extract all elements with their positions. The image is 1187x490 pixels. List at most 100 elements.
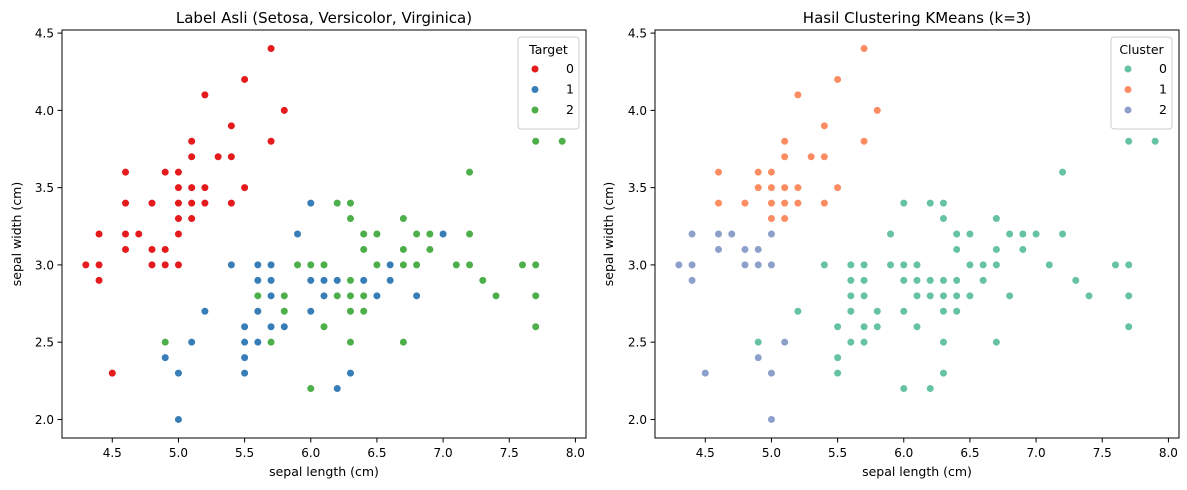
right-series-0-point bbox=[912, 260, 922, 270]
right-series-0-point bbox=[899, 260, 909, 270]
left-series-1-point bbox=[200, 306, 210, 316]
right-series-0-point bbox=[872, 306, 882, 316]
left-y-tick-label: 2.0 bbox=[35, 413, 54, 427]
right-series-2-point bbox=[767, 229, 776, 239]
left-series-1-point bbox=[319, 276, 329, 285]
right-legend-box bbox=[1110, 36, 1173, 130]
right-x-tick-label: 7.0 bbox=[1027, 446, 1046, 460]
right-series-0-point bbox=[925, 198, 935, 208]
left-series-1-point bbox=[266, 260, 276, 270]
right-x-tick-label: 5.5 bbox=[828, 446, 847, 460]
right-series-0-point bbox=[1005, 229, 1014, 239]
left-series-0-point bbox=[266, 44, 276, 53]
right-series-2-point bbox=[714, 245, 723, 254]
right-series-0-point bbox=[1124, 291, 1134, 301]
right-series-2-point bbox=[687, 260, 697, 270]
right-series-0-point bbox=[859, 260, 869, 270]
right-series-0-point bbox=[899, 384, 909, 393]
left-series-1-point bbox=[438, 229, 448, 239]
left-series-0-point bbox=[200, 90, 210, 100]
left-series-2-point bbox=[346, 291, 355, 301]
left-series-2-point bbox=[359, 306, 369, 316]
right-series-0-point bbox=[1005, 291, 1014, 301]
left-y-tick-label: 4.5 bbox=[35, 27, 54, 41]
left-series-2-point bbox=[332, 291, 342, 301]
left-series-2-point bbox=[399, 337, 408, 347]
left-series-0-point bbox=[187, 214, 196, 223]
left-x-tick-label: 7.5 bbox=[500, 446, 519, 460]
left-legend-label-2: 2 bbox=[566, 102, 574, 117]
left-x-tick-label: 5.5 bbox=[235, 446, 254, 460]
left-series-2-point bbox=[253, 291, 263, 301]
left-series-0-point bbox=[121, 245, 130, 254]
left-series-1-point bbox=[412, 291, 421, 301]
left-series-1-point bbox=[240, 368, 249, 378]
right-series-0-point bbox=[1071, 276, 1081, 285]
left-series-0-point bbox=[174, 198, 183, 208]
left-legend-entries: 0 1 2 bbox=[530, 61, 574, 117]
left-series-2-point bbox=[531, 322, 541, 332]
left-x-tick-label: 6.0 bbox=[301, 446, 320, 460]
left-x-tick-label: 5.0 bbox=[169, 446, 188, 460]
right-series-0-point bbox=[992, 260, 1001, 270]
left-series-2-point bbox=[306, 260, 316, 270]
left-series-2-point bbox=[425, 245, 435, 254]
left-x-axis-label: sepal length (cm) bbox=[269, 464, 379, 479]
right-y-tick-label: 3.5 bbox=[628, 181, 647, 195]
right-x-tick-label: 6.0 bbox=[894, 446, 913, 460]
right-series-0-point bbox=[846, 306, 856, 316]
left-series-2-point bbox=[346, 337, 355, 347]
right-series-0-point bbox=[939, 337, 948, 347]
right-series-2-point bbox=[780, 337, 789, 347]
right-series-2-point bbox=[687, 229, 697, 239]
right-series-0-point bbox=[899, 306, 909, 316]
right-series-1-point bbox=[859, 136, 869, 146]
left-series-1-point bbox=[227, 260, 236, 270]
left-series-0-point bbox=[147, 245, 157, 254]
right-y-tick-label: 2.5 bbox=[628, 336, 647, 350]
right-series-0-point bbox=[978, 260, 988, 270]
right-series-1-point bbox=[833, 183, 842, 192]
left-series-2-point bbox=[293, 260, 302, 270]
right-series-1-point bbox=[793, 198, 803, 208]
right-series-0-point bbox=[859, 337, 869, 347]
right-series-0-point bbox=[753, 337, 763, 347]
right-series-0-point bbox=[899, 198, 909, 208]
left-series-1-point bbox=[359, 276, 369, 285]
right-series-0-point bbox=[1124, 322, 1134, 332]
left-series-0-point bbox=[134, 229, 144, 239]
left-series-2-point bbox=[306, 384, 316, 393]
right-x-tick-label: 5.0 bbox=[762, 446, 781, 460]
right-series-1-point bbox=[806, 152, 816, 162]
left-y-tick-label: 3.5 bbox=[35, 181, 54, 195]
right-series-0-point bbox=[939, 276, 948, 285]
left-series-0-point bbox=[81, 260, 91, 270]
right-series-0-point bbox=[912, 291, 922, 301]
left-y-tick-label: 4.0 bbox=[35, 104, 54, 118]
right-scatter-plot: Hasil Clustering KMeans (k=3) 4.5 5.0 5.5 6… bbox=[601, 9, 1180, 479]
right-series-2-point bbox=[727, 229, 737, 239]
right-plot-title: Hasil Clustering KMeans (k=3) bbox=[803, 9, 1031, 27]
left-series-1-point bbox=[253, 276, 263, 285]
left-series-0-point bbox=[160, 260, 170, 270]
right-legend-marker-1 bbox=[1123, 85, 1133, 94]
right-series-1-point bbox=[767, 198, 776, 208]
left-series-2-point bbox=[412, 229, 421, 239]
right-series-2-point bbox=[767, 260, 776, 270]
right-series-0-point bbox=[952, 291, 961, 301]
left-series-0-point bbox=[240, 75, 249, 84]
left-series-2-point bbox=[319, 260, 329, 270]
left-series-0-point bbox=[147, 198, 157, 208]
right-series-0-point bbox=[846, 337, 856, 347]
left-series-1-point bbox=[253, 260, 263, 270]
left-series-0-point bbox=[213, 152, 223, 162]
left-series-0-point bbox=[266, 136, 276, 146]
left-legend-marker-0 bbox=[530, 64, 540, 74]
right-series-0-point bbox=[859, 322, 869, 332]
right-x-ticks: 4.5 5.0 5.5 6.0 6.5 7.0 7.5 8.0 bbox=[696, 438, 1178, 460]
right-series-0-point bbox=[833, 368, 842, 378]
right-series-0-point bbox=[912, 322, 922, 332]
right-series-0-point bbox=[1084, 291, 1094, 301]
right-y-tick-label: 3.0 bbox=[628, 258, 647, 272]
right-x-tick-label: 8.0 bbox=[1159, 446, 1178, 460]
